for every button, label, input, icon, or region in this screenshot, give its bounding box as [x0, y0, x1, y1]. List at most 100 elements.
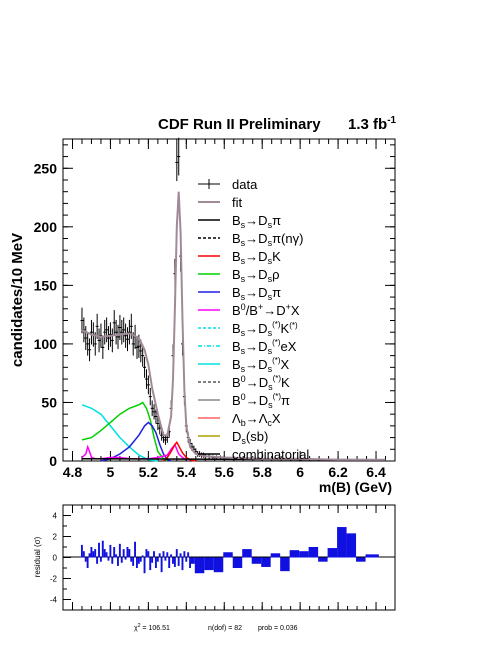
residual-bar	[84, 557, 87, 562]
residual-bar	[111, 557, 114, 564]
luminosity-label: 1.3 fb-1	[348, 115, 397, 133]
residual-bar	[299, 551, 309, 558]
data-points	[80, 137, 378, 461]
chi2-stat: χ2 = 106.51	[134, 623, 170, 632]
svg-text:B0→Ds(*)K: B0→Ds(*)K	[232, 374, 290, 392]
residual-bar	[105, 552, 108, 558]
component-curve	[162, 440, 196, 462]
residual-bar	[289, 550, 300, 558]
residual-bar	[98, 542, 100, 558]
residual-bar	[270, 553, 281, 558]
y-tick-label: 100	[34, 336, 58, 352]
legend-entry: B0→Ds(*)π	[198, 392, 290, 410]
main-tick-labels: 4.8 5 5.2 5.4 5.6 5.8 6 6.2 6.4 0 50 100 150 200 250	[34, 160, 386, 480]
residual-bar	[113, 547, 116, 558]
svg-text:Bs→Ds(*)eX: Bs→Ds(*)eX	[232, 338, 297, 356]
residual-bar	[145, 549, 148, 558]
residual-bar	[137, 557, 140, 564]
x-tick-label: 6	[296, 464, 304, 480]
residual-bar	[356, 557, 366, 562]
residual-bar	[172, 557, 174, 564]
x-tick-label: 5.6	[215, 464, 235, 480]
legend: data fit Bs→Dsπ Bs→Dsπ(nγ) Bs→DsK Bs→Dsρ…	[198, 177, 309, 462]
fit-curve	[81, 191, 386, 461]
legend-entry: Bs→Ds(*)eX	[198, 338, 297, 356]
residual-bar	[337, 527, 347, 558]
residual-bar	[126, 547, 129, 558]
residual-bar	[80, 544, 83, 558]
residual-bar	[128, 549, 131, 558]
residual-bar	[109, 544, 112, 558]
residual-bar	[346, 533, 357, 558]
svg-text:B0→Ds(*)π: B0→Ds(*)π	[232, 392, 290, 410]
chart-title: CDF Run II Preliminary	[158, 116, 321, 133]
legend-entry: Bs→DsK	[198, 249, 281, 266]
legend-entry: data	[198, 177, 258, 192]
residual-bar	[187, 552, 190, 558]
residual-bar	[213, 557, 224, 573]
residual-bar	[158, 553, 161, 558]
x-axis-label: m(B) (GeV)	[319, 479, 392, 495]
main-plot-frame	[62, 138, 396, 462]
residual-bar	[365, 554, 376, 558]
residual-bar	[223, 552, 233, 558]
residual-bar	[141, 555, 144, 558]
x-tick-label: 5.4	[177, 464, 197, 480]
residual-y-tick-label: 0	[53, 554, 58, 563]
residual-bar	[99, 557, 102, 562]
residual-y-tick-label: 4	[53, 512, 58, 521]
residual-bar	[189, 557, 192, 568]
svg-text:B0/B+→D+X: B0/B+→D+X	[232, 302, 300, 318]
svg-text:Bs→Dsρ: Bs→Dsρ	[232, 267, 279, 284]
residual-bar	[132, 557, 135, 566]
residual-axis-ticks: 4 2 0 -2 -4	[50, 504, 396, 611]
residual-bar	[115, 554, 118, 558]
residual-y-tick-label: 2	[53, 533, 58, 542]
legend-entry: Ds(sb)	[198, 429, 268, 446]
residual-bar	[94, 549, 97, 558]
residual-bar	[154, 557, 157, 568]
component-curve	[81, 404, 158, 462]
svg-text:Bs→Ds(*)X: Bs→Ds(*)X	[232, 356, 290, 374]
svg-text:Bs→Dsπ(nγ): Bs→Dsπ(nγ)	[232, 231, 303, 248]
residual-bar	[280, 557, 290, 572]
residual-bar	[261, 557, 271, 567]
residual-bar	[107, 557, 110, 561]
legend-entry: Bs→Ds(*)X	[198, 356, 290, 374]
residual-bar	[242, 549, 252, 558]
residual-bar	[168, 557, 171, 568]
residual-bar	[166, 552, 169, 558]
residual-bar	[318, 557, 328, 562]
svg-text:combinatorial: combinatorial	[232, 447, 309, 462]
legend-entry: Bs→Dsρ	[198, 267, 279, 284]
residual-bar	[164, 557, 167, 561]
x-tick-label: 4.8	[63, 464, 83, 480]
x-tick-label: 5	[107, 464, 115, 480]
residual-bar	[183, 551, 186, 558]
legend-entry: Bs→Ds(*)K(*)	[198, 320, 298, 338]
residual-bar	[139, 557, 142, 562]
y-tick-label: 50	[41, 394, 57, 410]
residual-bar	[117, 557, 119, 566]
component-curve	[81, 401, 168, 462]
x-tick-label: 5.2	[139, 464, 159, 480]
residual-bar	[153, 551, 155, 558]
residual-bar	[151, 557, 154, 563]
residual-bar	[124, 557, 127, 560]
residual-bar	[101, 540, 104, 558]
svg-text:data: data	[232, 177, 258, 192]
legend-entry: B0→Ds(*)K	[198, 374, 290, 392]
residual-bar	[160, 557, 163, 573]
residual-bar	[130, 557, 133, 562]
legend-entry: Λb→ΛcX	[198, 411, 281, 428]
y-axis-label: candidates/10 MeV	[9, 233, 26, 367]
residual-bar	[88, 553, 91, 558]
prob-stat: prob = 0.036	[258, 625, 298, 632]
legend-entry: B0/B+→D+X	[198, 302, 300, 318]
residual-bar	[175, 549, 178, 558]
svg-text:Ds(sb): Ds(sb)	[232, 429, 268, 446]
svg-text:fit: fit	[232, 195, 243, 210]
residual-bar	[90, 547, 93, 558]
residual-bar	[191, 557, 195, 564]
